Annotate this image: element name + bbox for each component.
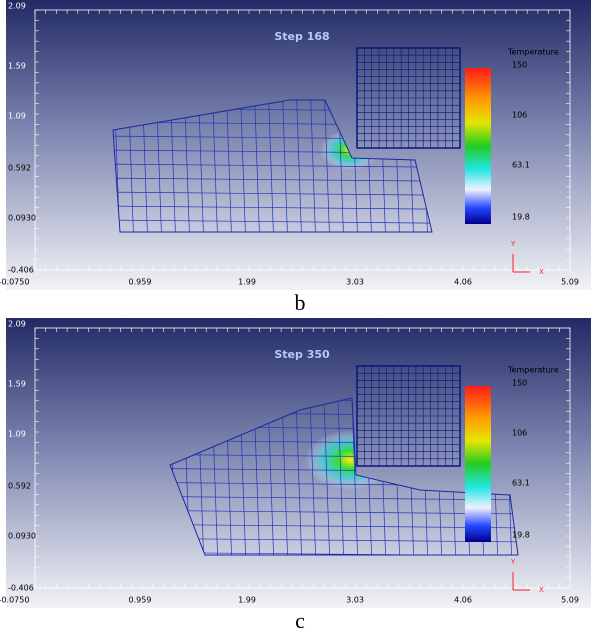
mesh-line bbox=[113, 149, 432, 155]
step-title: Step 350 bbox=[274, 348, 330, 361]
legend-label: 150 bbox=[512, 61, 527, 70]
step-title: Step 168 bbox=[274, 30, 329, 43]
mesh-line bbox=[113, 177, 432, 183]
x-tick-label: 5.09 bbox=[561, 596, 579, 605]
y-tick-label: 0.592 bbox=[8, 164, 31, 173]
mesh-line bbox=[113, 163, 432, 169]
y-tick-label: 1.09 bbox=[8, 112, 26, 121]
x-tick-label: 4.06 bbox=[454, 278, 472, 287]
panel: -0.0750 0.959 1.99 3.03 4.06 5.09 2.09 1.59 1.09… bbox=[0, 318, 591, 633]
legend-label: 150 bbox=[512, 379, 527, 388]
legend-label: 19.8 bbox=[512, 531, 530, 540]
mesh-line bbox=[113, 191, 432, 197]
mesh-line bbox=[113, 135, 432, 141]
y-tick-label: -0.406 bbox=[8, 266, 34, 275]
x-tick-label: 4.06 bbox=[454, 596, 472, 605]
x-tick-label: 5.09 bbox=[561, 278, 579, 287]
mesh-line bbox=[323, 100, 331, 232]
colorbar bbox=[465, 386, 491, 542]
mesh-line bbox=[323, 398, 331, 555]
workpiece-outline bbox=[169, 397, 519, 556]
legend-title: Temperature bbox=[507, 48, 559, 57]
y-tick-label: 0.592 bbox=[8, 482, 31, 491]
x-tick-label: -0.0750 bbox=[0, 278, 29, 287]
axis-y-label: Y bbox=[510, 558, 516, 566]
y-tick-label: 0.0930 bbox=[8, 214, 36, 223]
legend-label: 63.1 bbox=[512, 479, 530, 488]
y-tick-label: 1.59 bbox=[8, 62, 26, 71]
axis-y-label: Y bbox=[510, 240, 516, 248]
y-tick-label: 1.59 bbox=[8, 380, 26, 389]
mesh-line bbox=[113, 219, 432, 225]
axis-x-label: X bbox=[539, 586, 544, 594]
legend-label: 106 bbox=[512, 429, 527, 438]
legend-label: 19.8 bbox=[512, 213, 530, 222]
y-tick-label: 2.09 bbox=[8, 320, 26, 329]
y-tick-label: 0.0930 bbox=[8, 532, 36, 541]
legend-label: 106 bbox=[512, 111, 527, 120]
mesh-line bbox=[113, 121, 432, 127]
colorbar bbox=[465, 68, 491, 224]
y-tick-label: 2.09 bbox=[8, 2, 26, 11]
y-tick-label: -0.406 bbox=[8, 584, 34, 593]
x-tick-label: 1.99 bbox=[238, 278, 256, 287]
mesh-line bbox=[337, 398, 345, 555]
mesh-line bbox=[113, 205, 432, 211]
x-tick-label: 0.959 bbox=[129, 596, 152, 605]
caption: b bbox=[295, 290, 306, 315]
y-tick-label: 1.09 bbox=[8, 430, 26, 439]
x-tick-label: 3.03 bbox=[346, 596, 364, 605]
x-tick-label: 1.99 bbox=[238, 596, 256, 605]
x-tick-label: -0.0750 bbox=[0, 596, 29, 605]
caption: c bbox=[295, 608, 305, 633]
x-tick-label: 0.959 bbox=[129, 278, 152, 287]
legend-title: Temperature bbox=[507, 366, 559, 375]
panel: -0.0750 0.959 1.99 3.03 4.06 5.09 2.09 1.59 1.09… bbox=[0, 0, 591, 315]
axis-x-label: X bbox=[539, 268, 544, 276]
x-tick-label: 3.03 bbox=[346, 278, 364, 287]
legend-label: 63.1 bbox=[512, 161, 530, 170]
workpiece-outline bbox=[112, 99, 433, 233]
